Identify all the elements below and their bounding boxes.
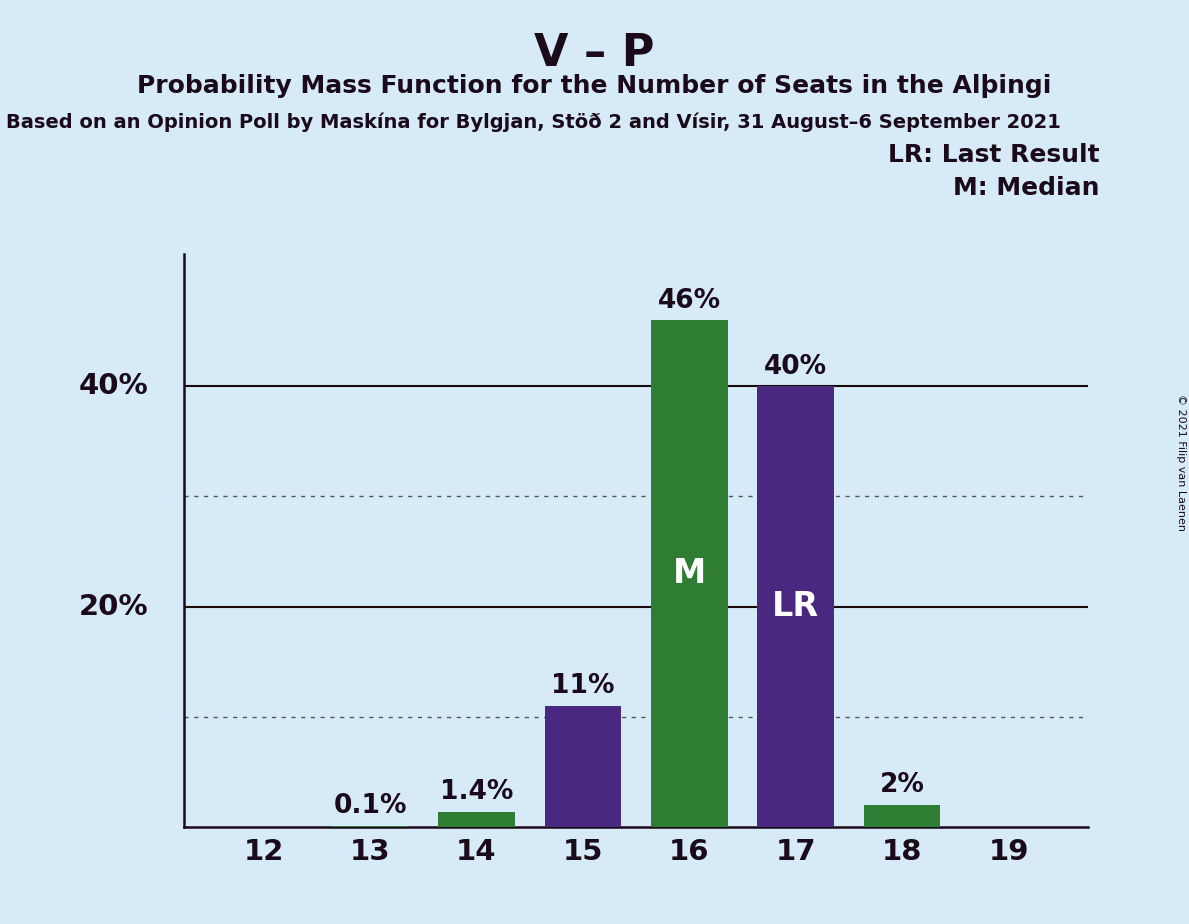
Text: M: M — [673, 557, 706, 590]
Text: LR: Last Result: LR: Last Result — [888, 143, 1100, 167]
Text: M: Median: M: Median — [954, 176, 1100, 200]
Bar — [652, 321, 728, 827]
Bar — [545, 706, 621, 827]
Text: 1.4%: 1.4% — [440, 779, 514, 805]
Text: V – P: V – P — [534, 32, 655, 76]
Bar — [332, 826, 408, 827]
Bar — [757, 386, 833, 827]
Text: 20%: 20% — [78, 592, 149, 621]
Text: 0.1%: 0.1% — [333, 794, 407, 820]
Text: 2%: 2% — [880, 772, 925, 798]
Text: 40%: 40% — [765, 354, 828, 380]
Text: © 2021 Filip van Laenen: © 2021 Filip van Laenen — [1176, 394, 1185, 530]
Text: Based on an Opinion Poll by Maskína for Bylgjan, Stöð 2 and Vísir, 31 August–6 S: Based on an Opinion Poll by Maskína for … — [6, 113, 1061, 132]
Text: 46%: 46% — [658, 287, 721, 313]
Text: Probability Mass Function for the Number of Seats in the Alþingi: Probability Mass Function for the Number… — [137, 74, 1052, 98]
Text: LR: LR — [772, 590, 819, 623]
Text: 11%: 11% — [552, 674, 615, 699]
Bar — [864, 805, 940, 827]
Text: 40%: 40% — [78, 372, 149, 400]
Bar — [439, 811, 515, 827]
